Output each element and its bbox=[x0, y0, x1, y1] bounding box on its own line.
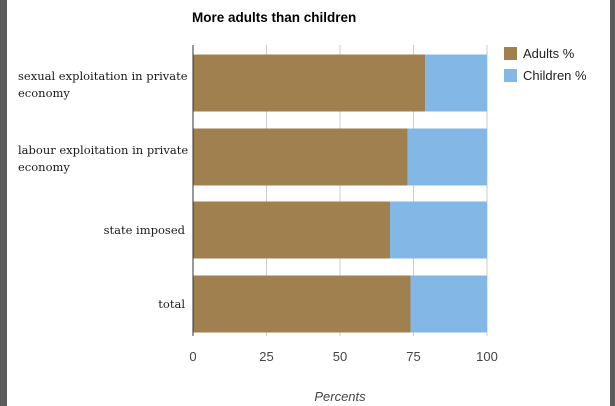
legend-label: Adults % bbox=[523, 46, 575, 61]
legend-swatch bbox=[504, 69, 517, 82]
category-label: total bbox=[158, 297, 185, 311]
x-tick-label: 0 bbox=[189, 349, 196, 364]
x-tick-label: 50 bbox=[333, 349, 347, 364]
bars bbox=[193, 54, 487, 333]
x-tick-labels: 0 25 50 75 100 bbox=[189, 349, 497, 364]
chart-frame: More adults than children sexual exploit… bbox=[7, 0, 610, 406]
bar-children bbox=[425, 54, 487, 112]
stacked-bar-chart: More adults than children sexual exploit… bbox=[18, 10, 587, 404]
bar-adults bbox=[193, 54, 426, 112]
category-label: labour exploitation in private economy bbox=[18, 143, 188, 174]
legend-swatch bbox=[504, 47, 517, 60]
bar-children bbox=[407, 128, 487, 186]
x-tick-label: 75 bbox=[406, 349, 420, 364]
bar-adults bbox=[193, 128, 408, 186]
category-label: sexual exploitation in private economy bbox=[18, 69, 188, 100]
x-tick-label: 100 bbox=[476, 349, 498, 364]
bar-children bbox=[389, 201, 487, 259]
legend-label: Children % bbox=[523, 68, 587, 83]
category-labels: sexual exploitation in private economy lab… bbox=[18, 69, 188, 311]
legend: Adults % Children % bbox=[504, 46, 587, 83]
bar-adults bbox=[193, 275, 411, 333]
x-axis-title: Percents bbox=[314, 389, 366, 404]
bar-adults bbox=[193, 201, 390, 259]
category-label: state imposed bbox=[104, 223, 186, 237]
x-tick-label: 25 bbox=[259, 349, 273, 364]
bar-children bbox=[410, 275, 487, 333]
chart-title: More adults than children bbox=[192, 10, 356, 25]
